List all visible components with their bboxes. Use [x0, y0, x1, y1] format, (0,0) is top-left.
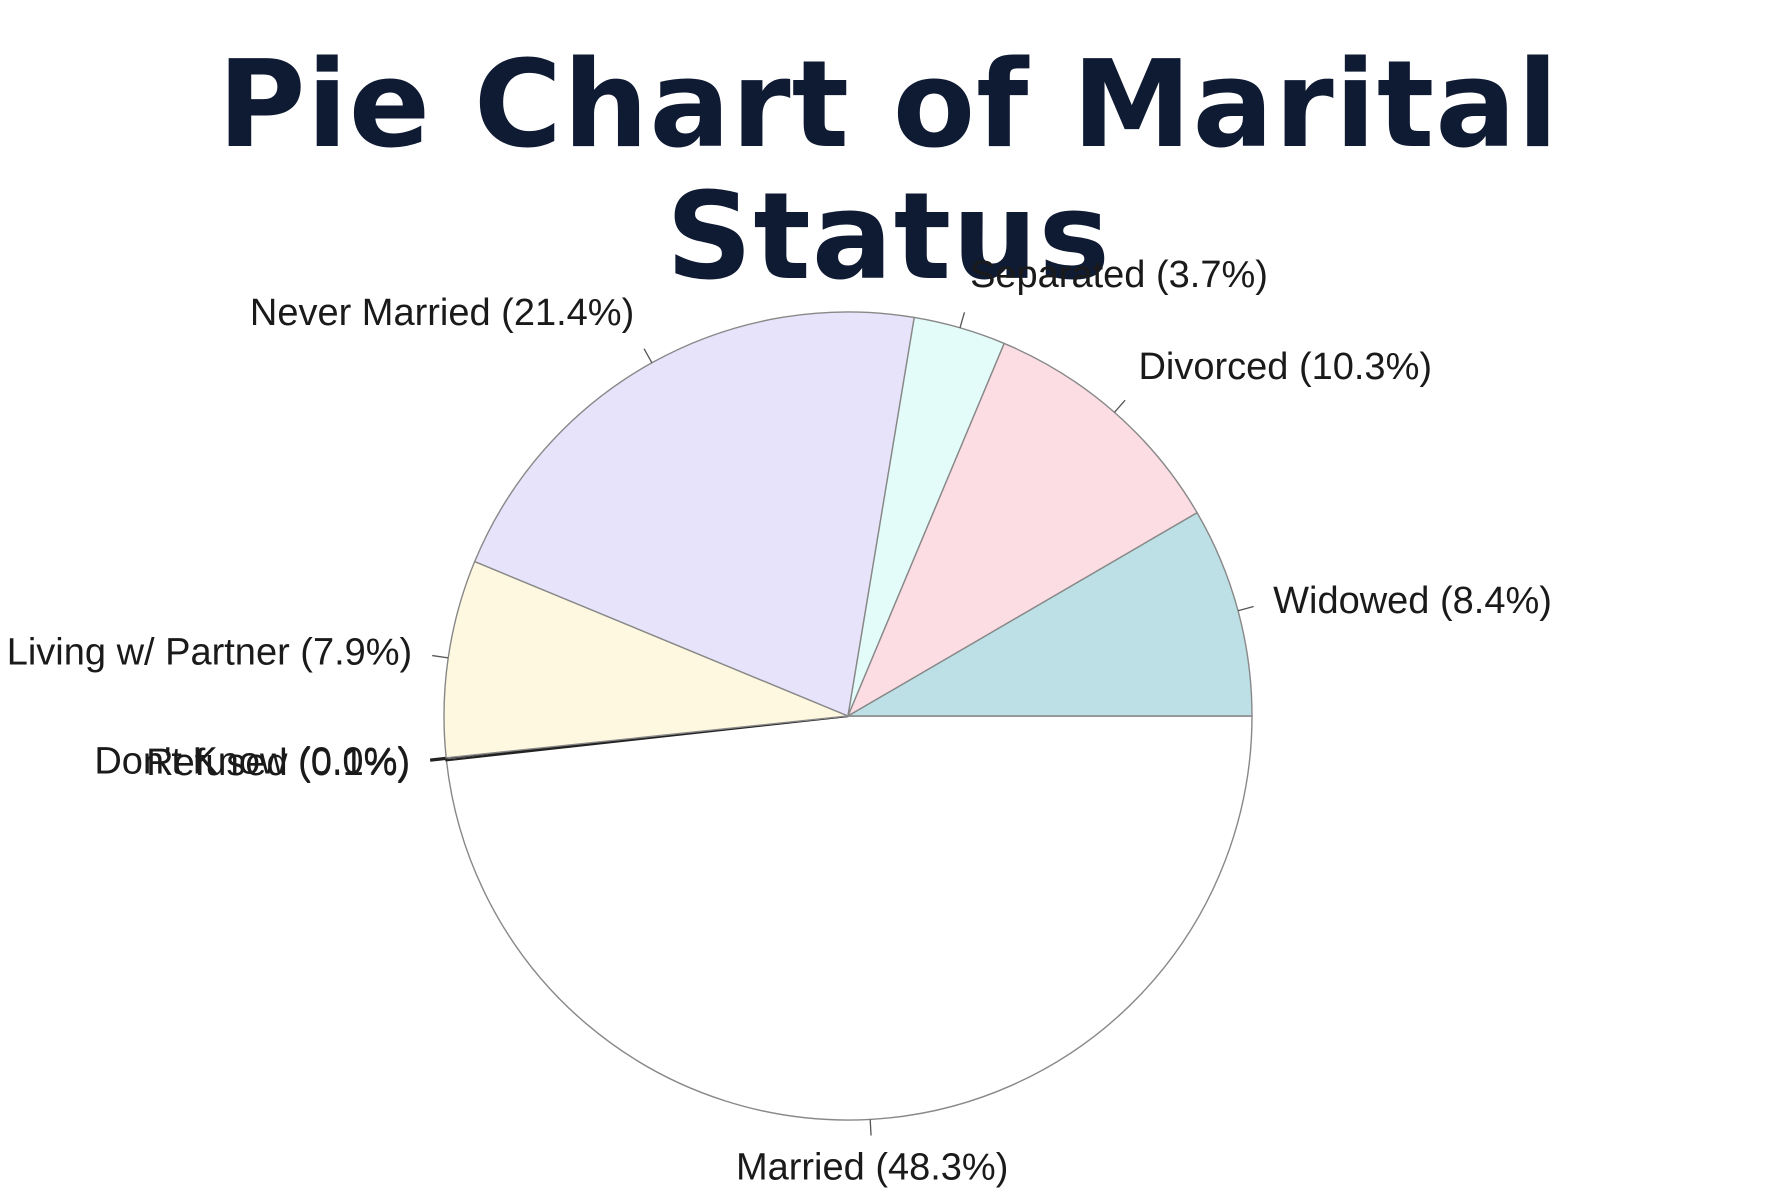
slice-label-don-t-know: Don't Know (0.0%)	[94, 741, 410, 783]
pie-slice-never-married	[473, 311, 916, 717]
leader-line-married	[869, 1119, 872, 1136]
leader-line-widowed	[1237, 605, 1254, 612]
leader-line-separated	[959, 312, 966, 329]
slice-label-living-w-partner: Living w/ Partner (7.9%)	[7, 632, 413, 674]
slice-label-widowed: Widowed (8.4%)	[1273, 580, 1552, 622]
leader-line-refused	[430, 758, 447, 762]
leader-line-living-w-partner	[432, 654, 449, 659]
pie-slice-widowed	[845, 511, 1253, 717]
slice-label-married: Married (48.3%)	[736, 1147, 1008, 1189]
chart-title: Pie Chart of Marital Status	[217, 36, 1560, 307]
slice-label-divorced: Divorced (10.3%)	[1138, 346, 1432, 388]
pie-slice-married	[445, 715, 1253, 1121]
leader-line-don-t-know	[429, 756, 447, 761]
slice-label-separated: Separated (3.7%)	[970, 254, 1268, 296]
leader-line-divorced	[1113, 399, 1126, 413]
slice-label-refused: Refused (0.1%)	[146, 742, 410, 784]
pie-slice-divorced	[846, 342, 1199, 718]
slice-label-never-married: Never Married (21.4%)	[250, 292, 634, 334]
leader-line-never-married	[643, 348, 653, 364]
